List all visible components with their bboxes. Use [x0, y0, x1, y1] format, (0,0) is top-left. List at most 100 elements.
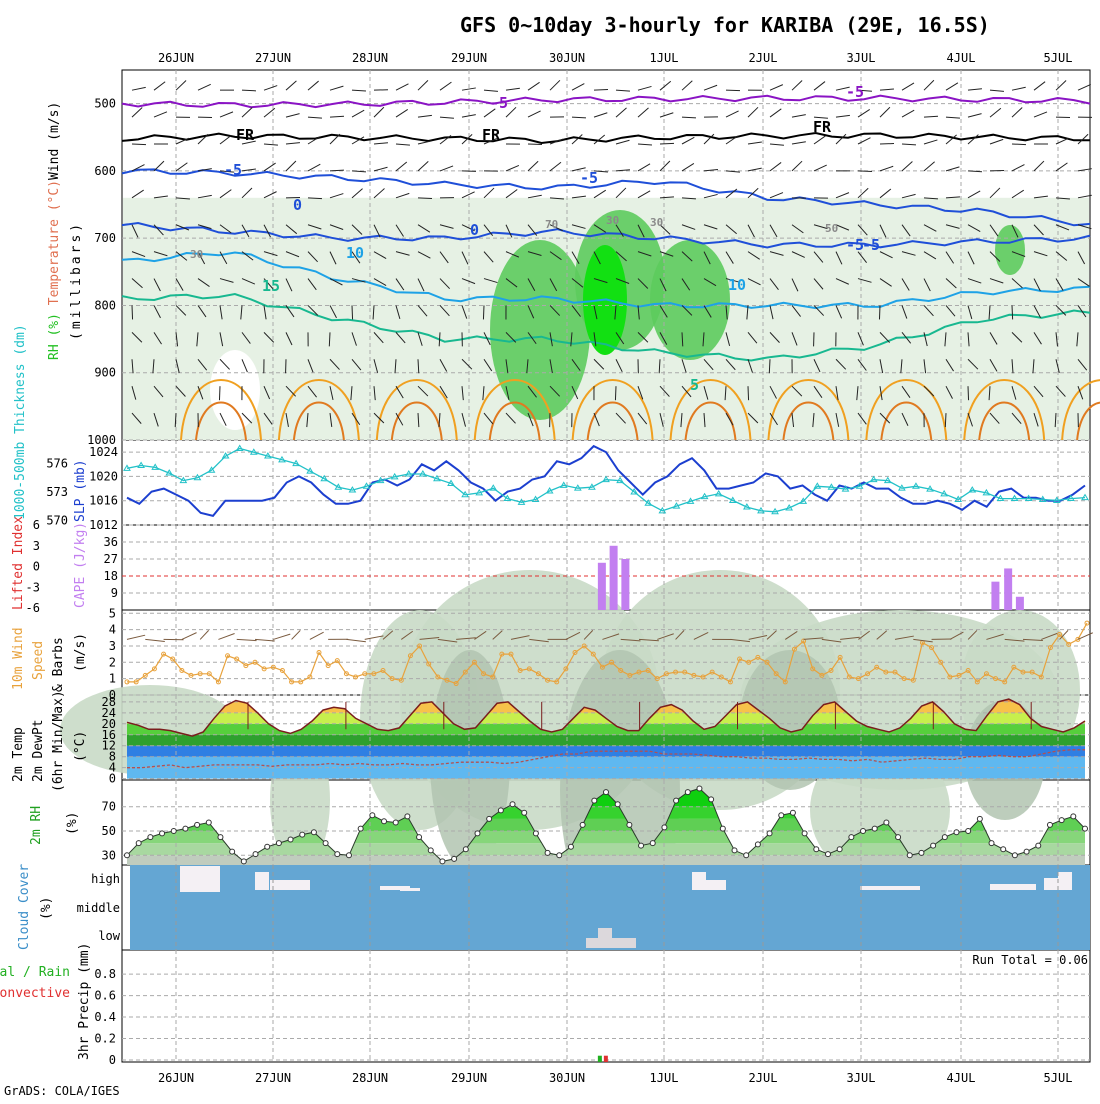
wind-barb-328	[682, 163, 694, 170]
rh-point-4	[171, 829, 176, 834]
wind-barb-446	[880, 189, 891, 198]
wind-barb-39	[198, 84, 211, 90]
wind-barb-264	[572, 196, 586, 198]
thick-ytick-0: 570	[46, 513, 68, 527]
wind-barb-528	[1012, 305, 1013, 319]
wind-barb-312	[660, 81, 671, 90]
wind-barb-432	[858, 171, 872, 172]
wind-barb-315	[660, 161, 670, 171]
wind-barb-105	[308, 117, 322, 118]
wind-barb-326	[682, 117, 696, 118]
rh-point-69	[931, 843, 936, 848]
cloud-high-9	[1010, 884, 1036, 890]
rh-point-25	[417, 835, 422, 840]
wind-barb-234	[528, 82, 540, 90]
date-bottom-7: 3JUL	[847, 1071, 876, 1085]
wind-barb-302	[638, 164, 650, 171]
rh-point-36	[545, 850, 550, 855]
wind-barb-498	[968, 191, 980, 198]
wind10m-barb-0	[127, 635, 145, 639]
wind-barb-442	[880, 89, 894, 90]
rh-point-72	[966, 829, 971, 834]
rh-point-35	[533, 831, 538, 836]
rh-green-blob-2	[650, 240, 730, 360]
rh-point-65	[884, 820, 889, 825]
wind10m-barb-8	[200, 630, 209, 639]
date-top-3: 29JUN	[451, 51, 487, 65]
wind-barb-250	[550, 162, 561, 171]
rh-point-1	[136, 841, 141, 846]
temp-ylabel-c: (6hr Min/Max)	[51, 690, 66, 792]
wind-barb-533	[1034, 82, 1045, 91]
temp-band-2	[127, 735, 1085, 746]
rh-point-48	[685, 790, 690, 795]
grads-credit: GrADS: COLA/IGES	[4, 1084, 120, 1098]
upper-ylabel-group: RH (%) Temperature (°C)Wind (m/s)	[47, 102, 62, 360]
cloud-ylabel: Cloud Cover	[17, 864, 32, 950]
wind-barb-299	[638, 86, 651, 90]
wind-barb-390	[792, 81, 802, 91]
wind-barb-455	[902, 83, 914, 90]
wind-barb-521	[1012, 108, 1022, 118]
contour-label-15: 30	[190, 248, 203, 261]
slp-ytick-1: 1016	[89, 494, 118, 508]
contour-label-17: 30	[650, 216, 663, 229]
run-total: Run Total = 0.06	[972, 953, 1088, 967]
wind-barb-366	[748, 142, 762, 144]
wind-barb-313	[660, 113, 673, 117]
chart-title: GFS 0~10day 3-hourly for KARIBA (29E, 16…	[460, 13, 990, 37]
slp-ytick-3: 1024	[89, 445, 118, 459]
contour-label-12: 10	[728, 276, 746, 294]
rh-point-9	[230, 849, 235, 854]
cape-ytick-1: 18	[104, 569, 118, 583]
thick-ytick-2: 576	[46, 457, 68, 471]
rh-point-75	[1001, 847, 1006, 852]
wind-barb-522	[1012, 144, 1026, 145]
contour-label-14: 5	[690, 376, 699, 394]
wind10m-barb-12	[237, 639, 257, 640]
date-bottom-0: 26JUN	[158, 1071, 194, 1085]
wind-barb-195	[462, 88, 476, 90]
date-bottom-6: 2JUL	[749, 1071, 778, 1085]
rh-point-50	[709, 797, 714, 802]
wind-barb-420	[836, 193, 849, 198]
date-bottom-1: 27JUN	[255, 1071, 291, 1085]
li-ytick-4: -6	[26, 601, 40, 615]
wind-barb-507	[990, 90, 1004, 91]
cape-bar-4	[1004, 568, 1012, 610]
cloud-high-5	[692, 872, 706, 890]
wind-barb-2	[132, 144, 146, 145]
rh-point-80	[1059, 818, 1064, 823]
wind-barb-185	[440, 166, 453, 171]
wind-barb-56	[220, 190, 231, 198]
wind-barb-511	[990, 188, 1000, 198]
wind-barb-377	[770, 85, 783, 91]
wind-barb-325	[682, 81, 692, 90]
contour-label-3: FR	[482, 126, 501, 144]
wind-barb-303	[638, 191, 650, 198]
cloud-ylabel-unit: (%)	[39, 897, 54, 920]
wind-barb-509	[990, 139, 1003, 144]
rh-green-blob-3	[995, 225, 1025, 275]
wind-barb-431	[858, 138, 870, 144]
rh-point-46	[662, 825, 667, 830]
rh-point-82	[1083, 826, 1088, 831]
cloud-high-8	[990, 884, 1010, 890]
rh-dry-blob-0	[210, 350, 260, 430]
rh-point-37	[557, 853, 562, 858]
rh-point-81	[1071, 814, 1076, 819]
wind-barb-352	[726, 111, 739, 117]
wind-barb-0	[132, 87, 146, 90]
wind-barb-144	[374, 107, 384, 117]
date-top-2: 28JUN	[352, 51, 388, 65]
temp-contour-0	[122, 96, 1090, 108]
rh-point-12	[265, 844, 270, 849]
wind-barb-43	[198, 195, 212, 197]
cape-ylabel: CAPE (J/kg)	[73, 522, 88, 608]
cloud-level-0: high	[91, 872, 120, 886]
rh-point-39	[580, 822, 585, 827]
wind-barb-14	[154, 112, 167, 117]
